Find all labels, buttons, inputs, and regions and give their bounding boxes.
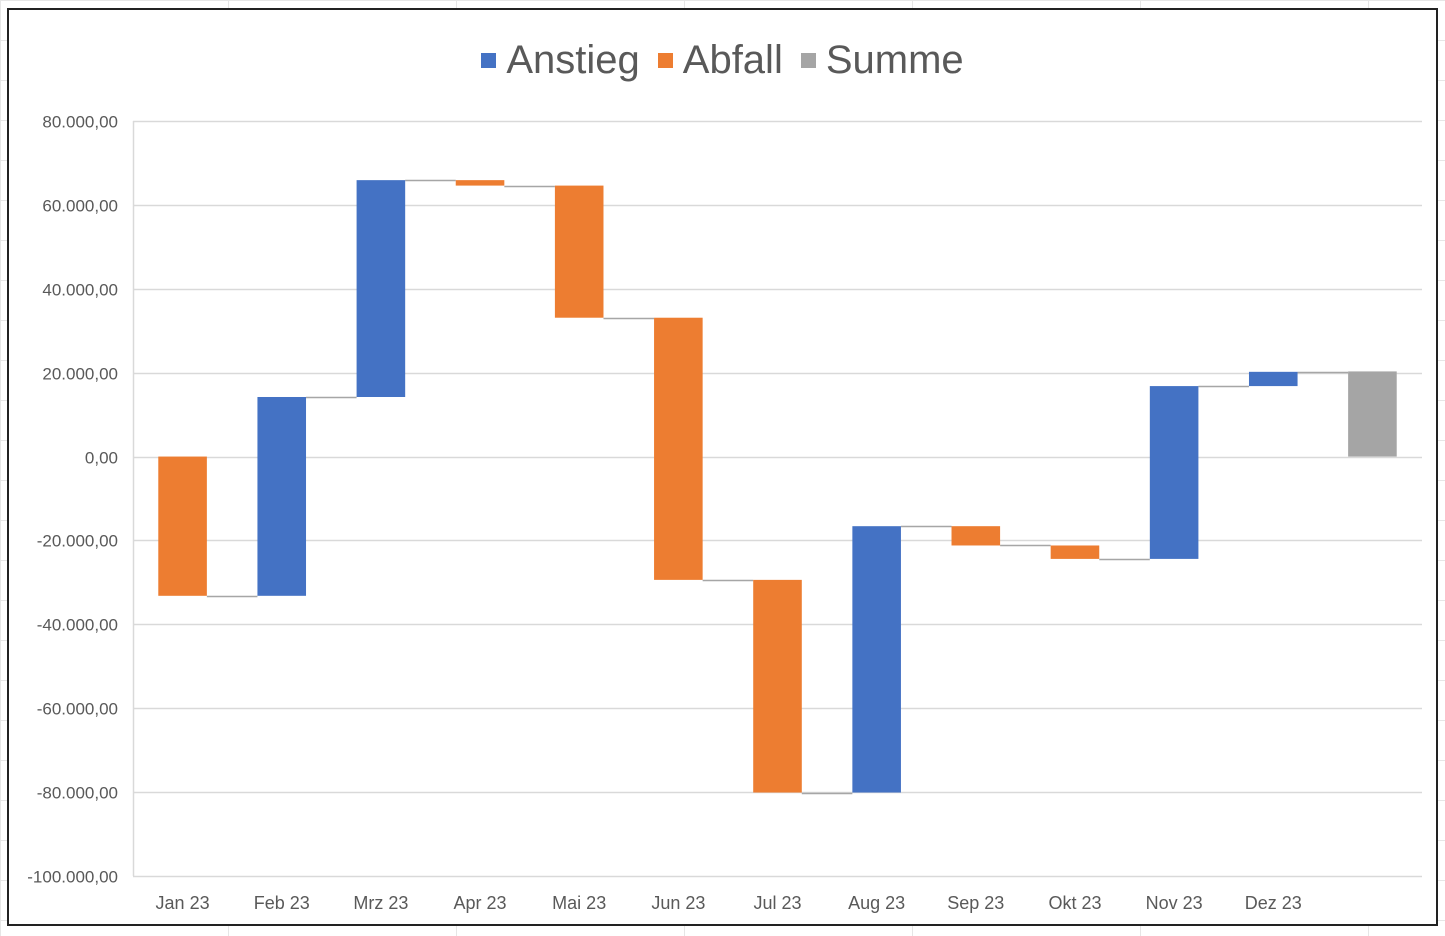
y-tick-label-4: 0,00: [85, 449, 118, 468]
legend-item-abfall: Abfall: [657, 38, 783, 83]
x-tick-label-2: Mrz 23: [353, 893, 408, 913]
chart-legend: Anstieg Abfall Summe: [0, 38, 1445, 83]
legend-swatch-summe: [800, 53, 816, 68]
x-tick-label-3: Apr 23: [454, 893, 507, 913]
bar-dez-23: [1248, 371, 1298, 387]
legend-label-anstieg: Anstieg: [506, 38, 640, 82]
bar-jun-23: [654, 317, 703, 580]
x-tick-label-0: Jan 23: [156, 893, 210, 913]
x-tick-label-10: Nov 23: [1146, 893, 1203, 913]
x-tick-label-7: Aug 23: [848, 893, 905, 913]
bar-aug-23: [852, 526, 901, 793]
y-tick-label-3: 20.000,00: [42, 365, 118, 384]
bar-sep-23: [951, 526, 1001, 546]
x-tick-label-1: Feb 23: [254, 893, 310, 913]
legend-swatch-anstieg: [481, 53, 497, 68]
bar-nov-23: [1149, 386, 1199, 559]
y-tick-label-6: -40.000,00: [37, 616, 118, 635]
bar-jul-23: [753, 579, 802, 793]
y-tick-label-8: -80.000,00: [37, 784, 118, 803]
legend-label-abfall: Abfall: [682, 38, 783, 82]
chart-frame[interactable]: [7, 8, 1438, 926]
legend-item-anstieg: Anstieg: [481, 38, 640, 83]
bar-apr-23: [455, 180, 505, 186]
bar-feb-23: [257, 396, 307, 596]
legend-label-summe: Summe: [825, 38, 964, 82]
y-tick-label-9: -100.000,00: [27, 868, 118, 887]
legend-swatch-abfall: [657, 53, 673, 68]
bar-mrz-23: [356, 180, 406, 397]
bar-jan-23: [158, 456, 207, 596]
x-tick-label-4: Mai 23: [552, 893, 606, 913]
bar-mai-23: [554, 185, 604, 318]
y-tick-label-5: -20.000,00: [37, 532, 118, 551]
legend-item-summe: Summe: [800, 38, 964, 83]
bar-okt-23: [1050, 545, 1100, 559]
y-tick-label-0: 80.000,00: [42, 113, 118, 132]
x-tick-label-5: Jun 23: [651, 893, 705, 913]
y-tick-label-7: -60.000,00: [37, 700, 118, 719]
x-tick-label-9: Okt 23: [1048, 893, 1101, 913]
x-tick-label-11: Dez 23: [1245, 893, 1302, 913]
bar-summe: [1348, 371, 1397, 457]
y-tick-label-2: 40.000,00: [42, 281, 118, 300]
y-tick-label-1: 60.000,00: [42, 197, 118, 216]
x-tick-label-6: Jul 23: [753, 893, 801, 913]
x-tick-label-8: Sep 23: [947, 893, 1004, 913]
